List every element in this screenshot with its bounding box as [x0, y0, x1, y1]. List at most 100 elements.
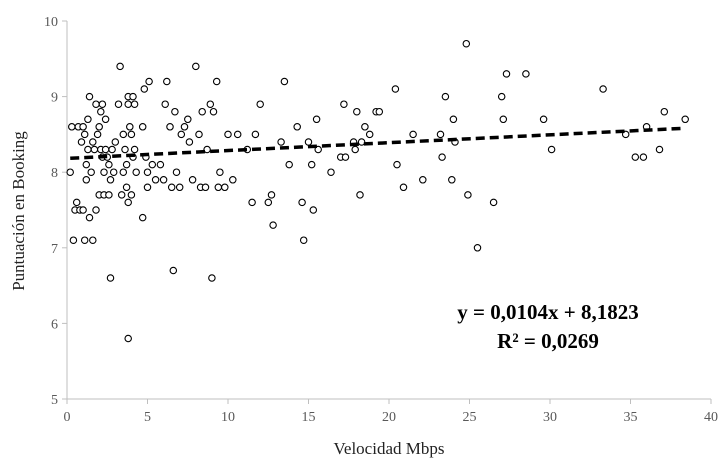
data-point	[195, 130, 203, 139]
trendline-group	[70, 126, 686, 161]
data-point	[79, 123, 87, 131]
data-point	[126, 123, 134, 131]
data-point	[251, 130, 260, 139]
data-point	[298, 198, 306, 207]
data-point	[84, 115, 92, 124]
data-point	[436, 130, 445, 139]
data-point	[138, 213, 147, 222]
data-point	[97, 107, 105, 116]
data-point	[130, 100, 139, 108]
data-point	[188, 176, 197, 184]
plot-area	[66, 21, 711, 400]
data-point	[267, 191, 276, 199]
data-point	[69, 236, 78, 244]
data-point	[80, 130, 89, 139]
data-point	[208, 274, 216, 282]
data-point	[129, 92, 137, 101]
data-point	[539, 115, 548, 124]
data-point	[80, 236, 89, 244]
data-point	[448, 176, 456, 184]
data-point	[177, 130, 186, 139]
data-point	[151, 176, 160, 184]
data-point	[159, 176, 168, 184]
data-point	[660, 107, 669, 116]
data-point	[105, 160, 113, 169]
data-point	[356, 191, 364, 199]
data-point	[497, 92, 506, 101]
data-point	[277, 138, 285, 146]
data-point	[499, 115, 508, 124]
trendline	[70, 126, 686, 161]
x-tick-label: 10	[221, 410, 235, 425]
data-point	[192, 62, 200, 71]
data-point	[169, 266, 178, 275]
data-point	[357, 138, 366, 146]
x-axis-label: Velocidad Mbps	[334, 439, 445, 458]
x-axis-ticks: 0 5 10 15 20 25 30 35 40	[64, 399, 718, 425]
data-point	[101, 145, 110, 154]
data-point	[119, 130, 128, 139]
data-point	[122, 183, 131, 192]
data-point	[143, 168, 152, 176]
data-point	[304, 138, 313, 146]
data-point	[212, 77, 221, 86]
data-point	[106, 176, 115, 184]
data-point	[121, 145, 129, 154]
data-point	[309, 206, 318, 214]
data-point	[248, 198, 256, 207]
x-tick-label: 0	[64, 410, 71, 425]
data-point	[172, 168, 181, 176]
data-point	[214, 183, 223, 192]
data-point	[441, 92, 450, 101]
data-point	[464, 191, 472, 199]
data-point	[89, 138, 97, 146]
data-point	[522, 70, 530, 78]
data-point	[361, 123, 369, 131]
data-point	[631, 153, 640, 161]
data-point	[203, 145, 211, 154]
data-point	[85, 213, 94, 222]
data-point	[98, 100, 107, 108]
data-point	[161, 100, 169, 108]
data-point	[140, 85, 149, 93]
x-tick-label: 5	[144, 410, 151, 425]
data-point	[391, 85, 400, 93]
x-tick-label: 40	[704, 410, 718, 425]
x-tick-label: 30	[543, 410, 557, 425]
data-point	[156, 160, 165, 169]
data-point	[201, 183, 210, 192]
data-point	[681, 115, 689, 124]
data-point	[209, 107, 218, 116]
data-point	[229, 176, 237, 184]
data-point	[90, 145, 99, 154]
data-point	[124, 198, 132, 207]
data-point	[106, 274, 115, 282]
data-point	[87, 168, 95, 176]
data-point	[547, 145, 556, 154]
data-point	[449, 115, 458, 124]
data-point	[180, 123, 189, 131]
y-tick-label: 5	[51, 393, 58, 408]
data-point	[82, 160, 91, 169]
data-point	[108, 145, 116, 154]
data-point	[489, 198, 498, 207]
data-point	[655, 145, 664, 154]
data-point	[167, 183, 176, 192]
data-point	[163, 77, 171, 86]
data-point	[85, 92, 94, 101]
data-point	[66, 168, 74, 176]
data-point	[105, 191, 113, 199]
x-tick-label: 20	[382, 410, 396, 425]
data-point	[130, 145, 139, 154]
data-point	[264, 198, 273, 207]
data-point	[117, 191, 126, 199]
data-point	[92, 100, 100, 108]
data-points	[66, 39, 689, 343]
data-point	[138, 123, 147, 131]
data-point	[399, 183, 408, 192]
data-point	[116, 62, 124, 71]
data-point	[119, 168, 128, 176]
data-point	[419, 176, 427, 184]
data-point	[269, 221, 277, 229]
